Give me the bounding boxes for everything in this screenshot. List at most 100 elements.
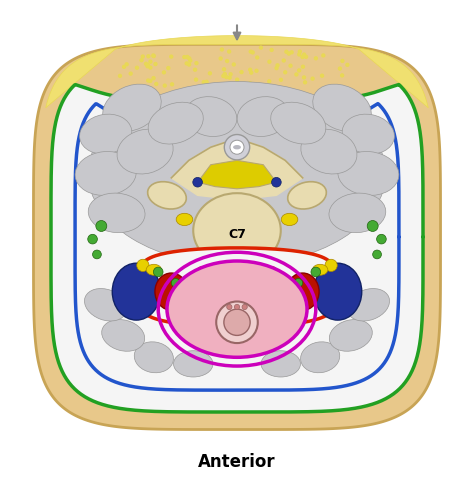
Ellipse shape: [286, 273, 319, 310]
Circle shape: [184, 61, 189, 66]
Circle shape: [297, 68, 301, 73]
Ellipse shape: [185, 96, 237, 136]
Circle shape: [135, 66, 139, 70]
Circle shape: [311, 267, 320, 277]
Circle shape: [225, 59, 229, 63]
Circle shape: [223, 72, 227, 76]
Circle shape: [255, 322, 263, 331]
Circle shape: [154, 267, 163, 277]
Ellipse shape: [167, 261, 307, 357]
Circle shape: [171, 279, 180, 287]
Circle shape: [151, 53, 155, 57]
Circle shape: [204, 79, 209, 84]
Circle shape: [125, 62, 129, 67]
Circle shape: [269, 48, 274, 52]
Circle shape: [338, 66, 342, 71]
Circle shape: [303, 80, 307, 85]
Ellipse shape: [329, 193, 386, 233]
Circle shape: [224, 309, 250, 336]
Circle shape: [148, 59, 153, 64]
Circle shape: [220, 83, 225, 87]
Circle shape: [222, 67, 226, 72]
Ellipse shape: [134, 342, 173, 373]
Circle shape: [146, 63, 150, 67]
Circle shape: [146, 78, 150, 83]
Circle shape: [201, 80, 206, 84]
Circle shape: [228, 72, 233, 76]
Ellipse shape: [155, 273, 188, 310]
Ellipse shape: [88, 81, 386, 265]
Ellipse shape: [313, 84, 371, 131]
Circle shape: [137, 259, 149, 272]
Circle shape: [146, 64, 150, 68]
Circle shape: [377, 234, 386, 244]
Circle shape: [248, 81, 252, 85]
Circle shape: [224, 134, 250, 160]
Circle shape: [211, 322, 219, 331]
Circle shape: [227, 82, 231, 86]
Circle shape: [288, 63, 293, 68]
Ellipse shape: [88, 193, 145, 233]
Ellipse shape: [176, 213, 193, 225]
Circle shape: [345, 63, 349, 67]
Circle shape: [146, 54, 151, 58]
Circle shape: [267, 79, 272, 83]
Circle shape: [187, 56, 191, 60]
Circle shape: [148, 65, 153, 70]
Circle shape: [153, 62, 158, 66]
Circle shape: [235, 77, 239, 82]
Circle shape: [166, 66, 171, 70]
Circle shape: [187, 62, 191, 67]
Ellipse shape: [117, 129, 173, 174]
Ellipse shape: [75, 151, 137, 195]
Circle shape: [283, 70, 287, 75]
Circle shape: [152, 54, 156, 58]
Circle shape: [154, 82, 158, 86]
Ellipse shape: [347, 289, 390, 321]
Polygon shape: [51, 85, 423, 412]
Circle shape: [251, 50, 255, 55]
Circle shape: [301, 55, 305, 59]
Circle shape: [284, 50, 289, 54]
Circle shape: [272, 177, 281, 187]
Ellipse shape: [173, 351, 213, 377]
Circle shape: [88, 234, 97, 244]
Circle shape: [128, 72, 133, 76]
Circle shape: [257, 83, 261, 87]
Circle shape: [321, 53, 326, 57]
Circle shape: [139, 58, 144, 62]
Circle shape: [290, 50, 294, 55]
Ellipse shape: [112, 263, 160, 320]
Ellipse shape: [148, 102, 203, 144]
Circle shape: [294, 72, 299, 76]
Circle shape: [314, 56, 318, 60]
Circle shape: [297, 52, 301, 56]
Ellipse shape: [288, 182, 327, 209]
Circle shape: [301, 65, 305, 69]
Polygon shape: [140, 248, 334, 327]
Ellipse shape: [314, 263, 362, 320]
Circle shape: [197, 266, 208, 278]
Polygon shape: [75, 104, 399, 390]
Ellipse shape: [80, 114, 132, 154]
Circle shape: [304, 55, 308, 59]
Circle shape: [96, 221, 107, 231]
Circle shape: [162, 70, 166, 75]
Ellipse shape: [103, 84, 161, 131]
Circle shape: [255, 56, 259, 60]
Circle shape: [216, 301, 258, 343]
Circle shape: [287, 52, 291, 56]
Circle shape: [141, 55, 145, 59]
Polygon shape: [34, 44, 440, 430]
Circle shape: [298, 49, 302, 54]
Circle shape: [310, 76, 315, 81]
Circle shape: [279, 77, 283, 82]
Circle shape: [122, 65, 126, 69]
Circle shape: [239, 70, 244, 75]
Circle shape: [373, 250, 382, 259]
Circle shape: [340, 73, 344, 77]
Ellipse shape: [146, 264, 162, 275]
Circle shape: [219, 56, 223, 61]
Polygon shape: [171, 138, 303, 200]
Circle shape: [367, 221, 378, 231]
